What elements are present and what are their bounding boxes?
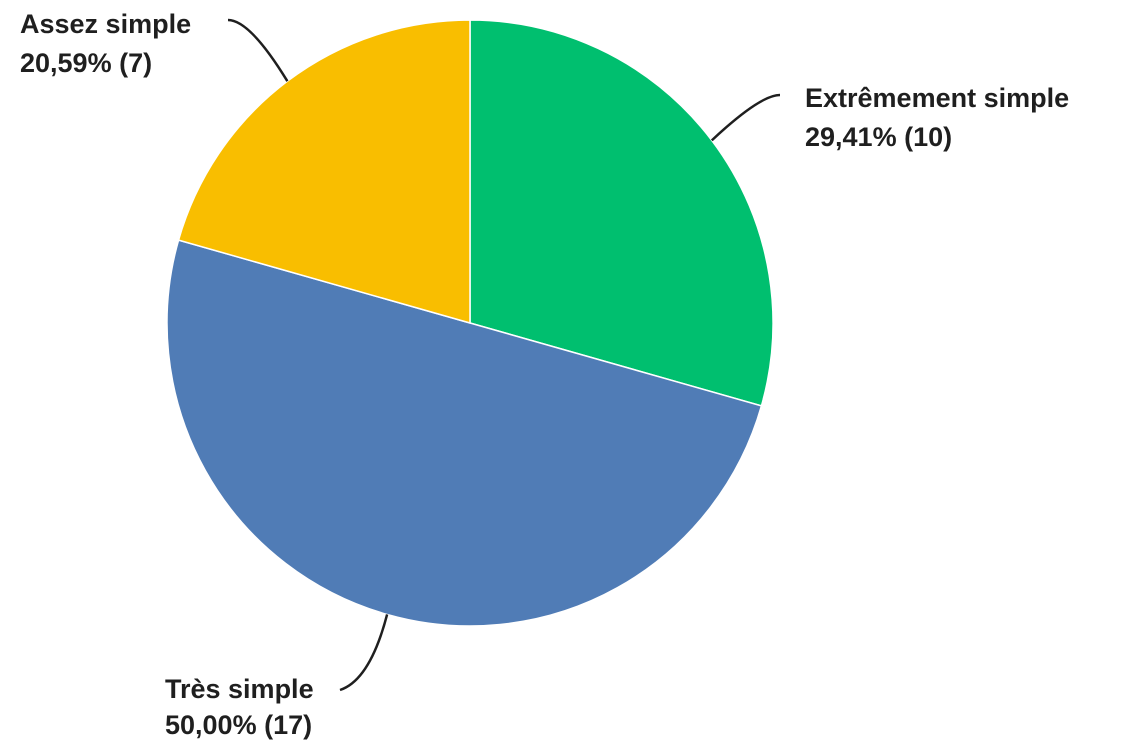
pie-slices [166,19,774,627]
slice-label-extremement-simple: Extrêmement simple 29,41% (10) [805,83,1069,152]
pie-slice-assez-simple [177,19,471,324]
slice-category-label: Extrêmement simple [805,83,1069,113]
pie-slice-tres-simple [166,239,763,627]
slice-category-label: Assez simple [20,9,191,39]
slice-value-label: 29,41% (10) [805,122,952,152]
slice-label-assez-simple: Assez simple 20,59% (7) [20,9,191,78]
pie-slice-extremement-simple [469,19,774,407]
leader-line [710,93,781,142]
leader-line [339,614,389,692]
leader-lines [227,18,781,692]
leader-line [227,18,289,82]
slice-value-label: 50,00% (17) [165,710,312,740]
slice-category-label: Très simple [165,674,314,704]
slice-label-tres-simple: Très simple 50,00% (17) [165,674,314,740]
slice-value-label: 20,59% (7) [20,48,152,78]
